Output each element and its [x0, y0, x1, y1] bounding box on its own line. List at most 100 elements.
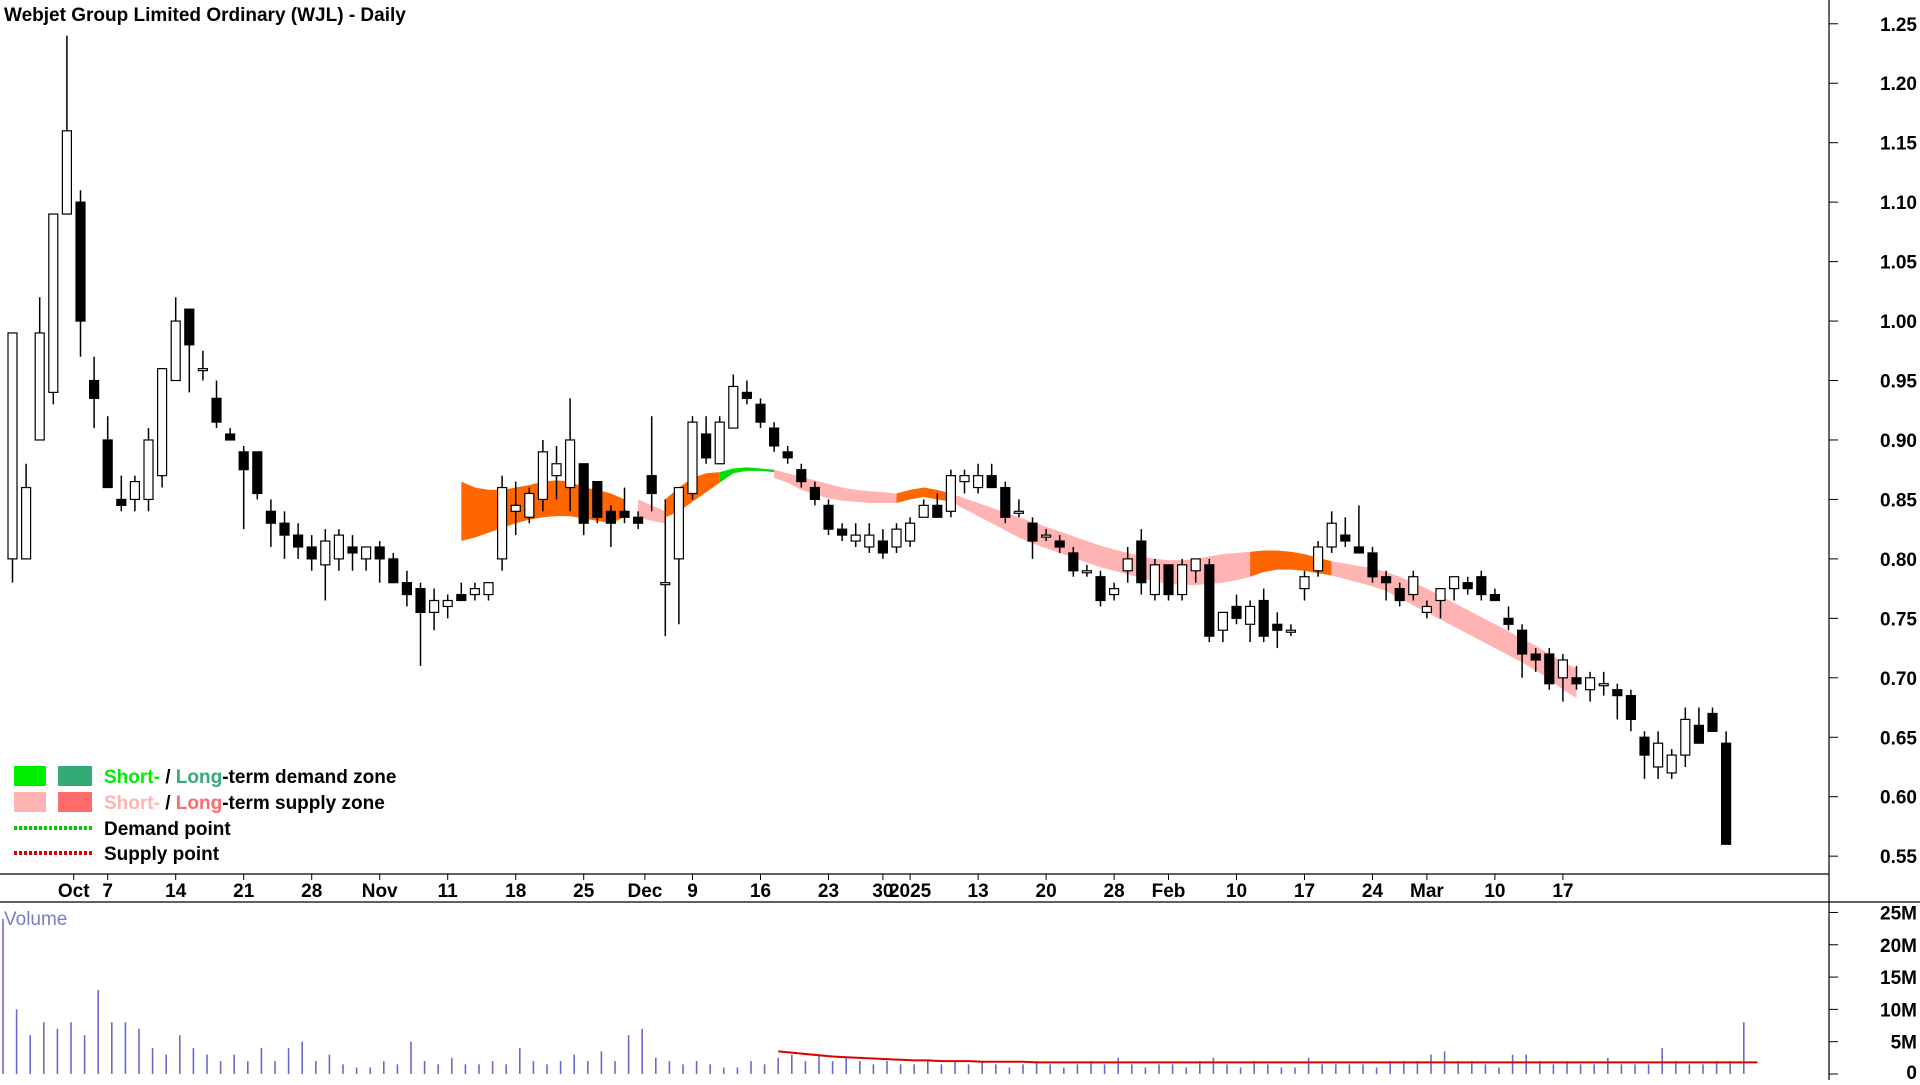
x-tick-label: 16: [750, 881, 771, 902]
candle: [1163, 564, 1174, 601]
candle: [592, 480, 603, 524]
candle: [1516, 624, 1528, 678]
zone-3: [719, 467, 775, 483]
candle: [1013, 499, 1025, 518]
candle-body: [456, 593, 467, 602]
candle-body: [1326, 522, 1337, 548]
candle-body: [1530, 653, 1541, 661]
candle: [469, 582, 480, 601]
candle: [1136, 529, 1147, 595]
candle: [1571, 665, 1582, 690]
candle: [782, 445, 793, 464]
candle: [972, 463, 984, 494]
candle: [796, 463, 807, 488]
price-tick-label: 0.90: [1880, 431, 1917, 452]
candle-body: [673, 486, 685, 560]
x-tick-label: 23: [818, 881, 839, 902]
candle-body: [1040, 534, 1052, 538]
candle-body: [21, 486, 32, 560]
x-tick-label: 24: [1362, 881, 1384, 902]
candle: [864, 523, 875, 553]
candle-body: [918, 504, 929, 518]
volume-tick-label: 0: [1906, 1063, 1917, 1080]
price-tick-label: 0.95: [1880, 372, 1917, 393]
x-tick-label: 30: [872, 881, 893, 902]
candle: [293, 523, 304, 559]
candle: [1666, 749, 1677, 779]
candle-body: [1204, 564, 1215, 637]
candle: [1340, 517, 1351, 547]
candle: [1503, 606, 1514, 631]
candle-body: [1503, 617, 1514, 625]
candle-body: [1136, 540, 1147, 584]
candle-body: [524, 492, 535, 518]
candle: [673, 486, 685, 625]
volume-tick-label: 5M: [1891, 1033, 1917, 1054]
candle-body: [1108, 588, 1120, 596]
price-tick-label: 0.70: [1880, 669, 1917, 690]
x-tick-label: 28: [301, 881, 322, 902]
x-tick-label: 14: [165, 881, 187, 902]
candle-body: [1380, 576, 1392, 584]
candle-body: [809, 486, 821, 501]
candle-body: [129, 480, 140, 501]
candle-body: [578, 463, 589, 524]
candle-body: [225, 433, 236, 441]
legend-supply-point-label: Supply point: [104, 844, 220, 865]
candle-body: [768, 427, 780, 447]
candle-body: [157, 368, 168, 477]
candle: [1204, 558, 1215, 643]
candle: [551, 445, 562, 500]
candle: [211, 380, 222, 429]
volume-average-line: [778, 1050, 1758, 1064]
candle-body: [1081, 570, 1093, 574]
candle-body: [497, 486, 508, 560]
candle: [7, 332, 18, 583]
x-tick-label: 17: [1552, 881, 1573, 902]
candle-body: [184, 308, 195, 346]
candle-body: [1394, 588, 1405, 602]
candle: [1108, 582, 1120, 601]
candle: [1217, 611, 1229, 643]
legend-long-supply-swatch: [58, 792, 92, 812]
candle-body: [197, 368, 208, 372]
candle: [415, 582, 426, 666]
legend-supply-rest: -term supply zone: [222, 793, 385, 814]
volume-label: Volume: [4, 909, 67, 930]
candle: [361, 546, 372, 571]
candle: [891, 523, 902, 553]
x-tick-label: 25: [573, 881, 595, 902]
price-tick-label: 1.25: [1880, 15, 1917, 36]
candle: [1299, 570, 1310, 601]
x-tick-label: 10: [1226, 881, 1247, 902]
candle-body: [34, 332, 45, 441]
x-tick-label: 18: [505, 881, 526, 902]
candle-body: [877, 540, 889, 554]
x-tick-label: 9: [687, 881, 698, 902]
candle-body: [306, 546, 317, 560]
candle: [1639, 731, 1650, 779]
candle-body: [1013, 510, 1025, 514]
candle: [401, 570, 412, 607]
candle: [1027, 517, 1038, 559]
candle-body: [1244, 605, 1256, 625]
candle-body: [333, 534, 344, 560]
candle: [1380, 570, 1392, 601]
candle: [1068, 546, 1079, 577]
candle-body: [728, 385, 739, 429]
candle: [1176, 558, 1188, 601]
candle-body: [1489, 593, 1501, 602]
candle: [823, 499, 834, 536]
candle: [1190, 558, 1201, 583]
candle-body: [388, 558, 399, 584]
legend-supply-long-label: Long: [176, 793, 222, 814]
candle-body: [1408, 576, 1419, 596]
candle-body: [469, 588, 480, 596]
candle-body: [361, 546, 372, 560]
price-tick-label: 1.05: [1880, 253, 1917, 274]
candle: [632, 511, 644, 530]
candle-body: [1122, 558, 1133, 572]
candle-body: [1557, 659, 1569, 679]
candle: [306, 535, 317, 571]
